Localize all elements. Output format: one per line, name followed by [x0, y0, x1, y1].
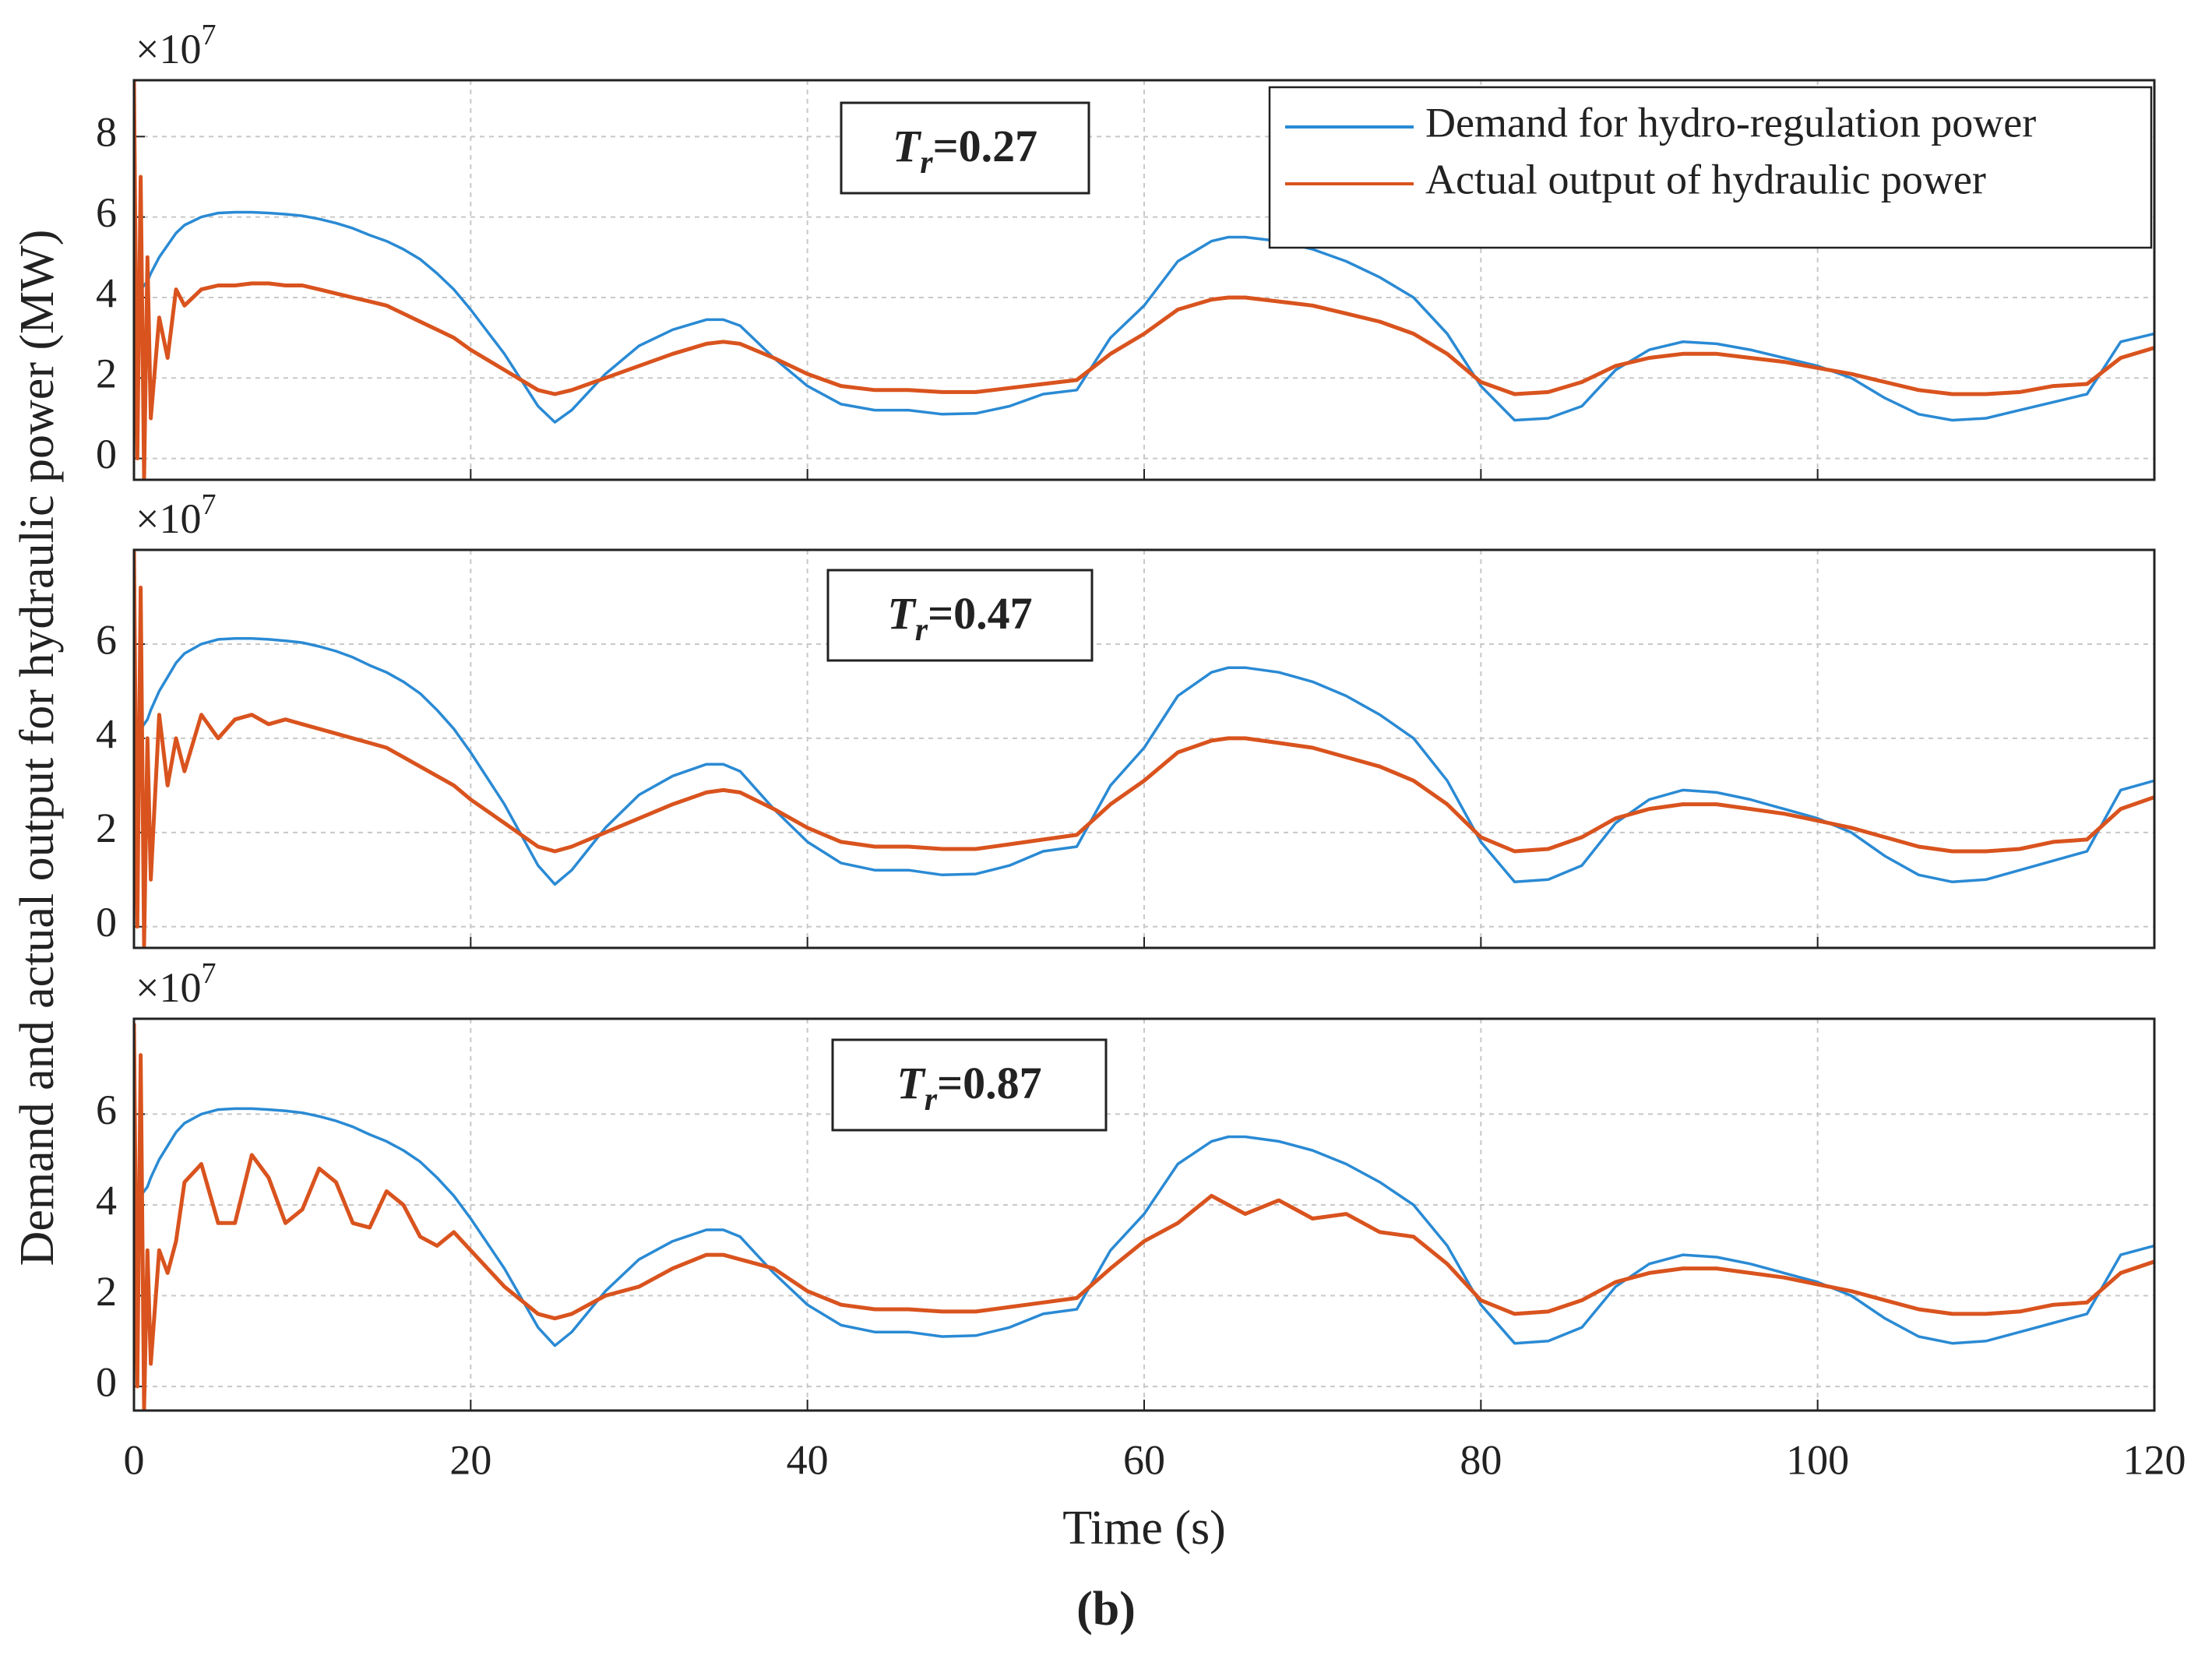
annotation-box [840, 101, 1090, 195]
y-tick-label: 4 [96, 710, 117, 757]
series-group [134, 1023, 2154, 1411]
exponent-base: ×10 [136, 964, 201, 1011]
axes-box [132, 79, 2156, 481]
annotation-symbol: T [887, 588, 917, 639]
subplot: 0 20 40 60 80 100 120 0 2 4 6 ×107 Tr=0.87 [96, 957, 2186, 1483]
x-tick-label: 80 [1460, 1436, 1502, 1483]
exponent-power: 7 [201, 957, 216, 990]
subplot: 0 2 4 6 8 ×107 Tr=0.27 Demand for hydro-regulat… [96, 19, 2156, 481]
y-tick-label: 6 [96, 1087, 117, 1133]
y-tick-label: 0 [96, 899, 117, 946]
series-group [134, 80, 2154, 480]
y-tick-label: 4 [96, 1177, 117, 1224]
y-tick-label: 2 [96, 1268, 117, 1315]
subplot: 0 2 4 6 ×107 Tr=0.47 [96, 488, 2156, 949]
annotation-box [826, 569, 1094, 662]
y-tick-label: 0 [96, 1358, 117, 1405]
series-line [134, 1107, 2154, 1347]
exponent-label: ×107 [136, 19, 216, 72]
y-tick-label: 6 [96, 189, 117, 236]
y-tick-label: 6 [96, 616, 117, 663]
series-line [134, 80, 2154, 480]
exponent-label: ×107 [136, 957, 216, 1011]
x-tick-label: 60 [1123, 1436, 1165, 1483]
legend-box [1268, 86, 2153, 249]
x-tick-label: 40 [787, 1436, 829, 1483]
x-tick-label: 20 [449, 1436, 491, 1483]
axes-box [132, 548, 2156, 949]
series-line [134, 550, 2154, 948]
annotation-symbol: T [896, 1058, 926, 1108]
exponent-label: ×107 [136, 488, 216, 542]
annotation-text: =0.47 [928, 588, 1033, 639]
axes-box [132, 1017, 2156, 1412]
y-tick-label: 4 [96, 269, 117, 316]
x-axis-label: Time (s) [1062, 1502, 1226, 1555]
y-tick-label: 2 [96, 350, 117, 397]
exponent-base: ×10 [136, 26, 201, 72]
x-tick-label: 0 [124, 1436, 145, 1483]
legend-label: Demand for hydro-regulation power [1425, 99, 2036, 146]
x-tick-label: 120 [2123, 1436, 2186, 1483]
exponent-power: 7 [201, 488, 216, 521]
annotation-subscript: r [920, 145, 933, 181]
annotation-text: =0.87 [937, 1058, 1042, 1108]
series-line [134, 210, 2154, 424]
annotation-subscript: r [925, 1082, 938, 1118]
series-line [134, 636, 2154, 886]
y-tick-label: 8 [96, 109, 117, 156]
annotation-symbol: T [893, 121, 922, 171]
annotation-subscript: r [915, 612, 928, 648]
exponent-base: ×10 [136, 495, 201, 542]
annotation-text: =0.27 [933, 121, 1038, 171]
caption: (b) [1076, 1583, 1136, 1636]
y-tick-label: 0 [96, 431, 117, 477]
annotation: Tr=0.27 [893, 121, 1037, 180]
legend-label: Actual output of hydraulic power [1425, 156, 1986, 203]
x-tick-label: 100 [1786, 1436, 1849, 1483]
exponent-power: 7 [201, 19, 216, 51]
annotation: Tr=0.87 [896, 1058, 1041, 1117]
y-axis-label: Demand and actual output for hydraulic p… [11, 230, 64, 1266]
series-group [134, 550, 2154, 948]
annotation: Tr=0.47 [887, 588, 1032, 647]
series-line [134, 1023, 2154, 1411]
annotation-box [831, 1038, 1108, 1132]
y-tick-label: 2 [96, 805, 117, 851]
